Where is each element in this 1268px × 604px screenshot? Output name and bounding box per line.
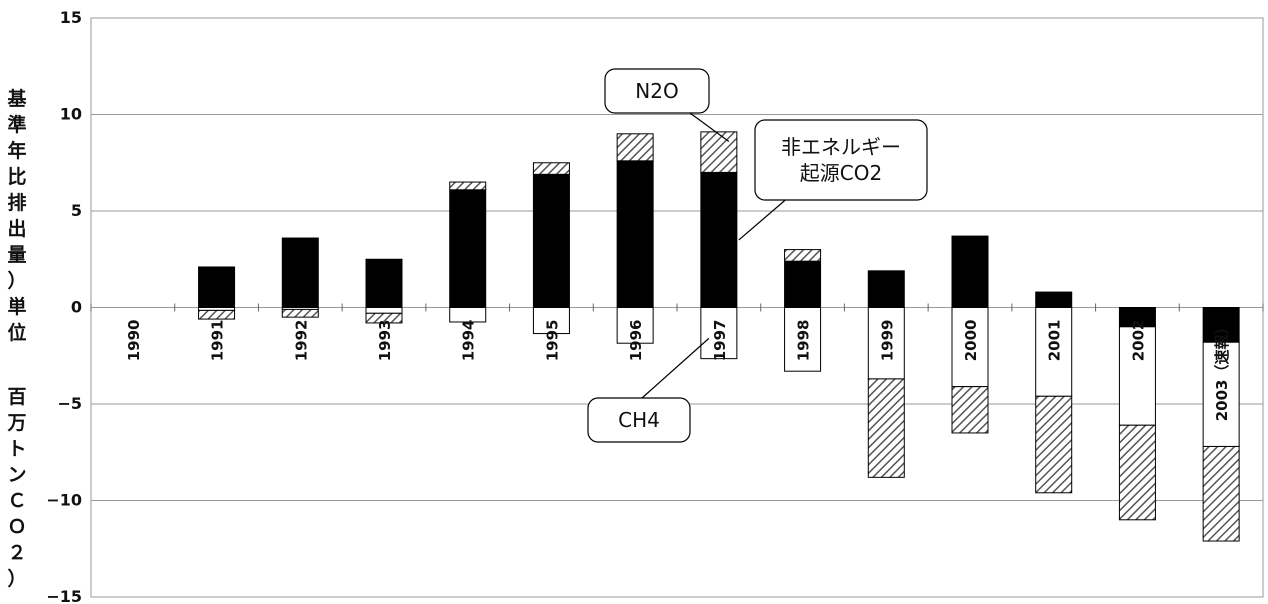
callout-label: N2O <box>635 79 678 103</box>
x-tick-label: 2002 <box>1129 320 1147 362</box>
bar-segment-1997 <box>700 307 738 360</box>
bar-segment-1999 <box>867 378 905 478</box>
callout-pointer <box>641 337 710 399</box>
y-tick-label: −15 <box>46 587 82 604</box>
bar-segment-1995 <box>532 173 570 308</box>
x-tick-label: 1998 <box>795 320 813 362</box>
bar-segment-1992 <box>281 237 319 309</box>
callout-pointer <box>689 112 730 143</box>
y-axis-label-part2: 百万トン Ｃ Ｏ ２） <box>7 386 27 590</box>
bar-segment-1991 <box>198 266 236 308</box>
bar-segment-1997 <box>700 131 738 173</box>
bar-segment-1997 <box>700 171 738 308</box>
y-tick-label: 5 <box>71 201 82 220</box>
y-tick-label: 10 <box>60 105 82 124</box>
bar-segment-2000 <box>951 235 989 308</box>
bar-segment-1995 <box>532 162 570 175</box>
bar-segment-1998 <box>784 249 822 262</box>
x-tick-label: 2001 <box>1046 320 1064 362</box>
bar-segment-1991 <box>198 309 236 320</box>
bar-segment-1994 <box>449 307 487 323</box>
y-tick-label: −5 <box>57 394 82 413</box>
bar-segment-1996 <box>616 307 654 344</box>
x-tick-label: 1993 <box>376 320 394 362</box>
callout-pointer <box>738 195 791 241</box>
x-tick-label: 1994 <box>460 320 478 362</box>
bar-segment-1999 <box>867 270 905 308</box>
bar-segment-2001 <box>1035 395 1073 494</box>
x-tick-label: 2000 <box>962 320 980 362</box>
bar-segment-2001 <box>1035 307 1073 397</box>
x-tick-label: 1996 <box>627 320 645 362</box>
y-tick-labels: 15 10 5 0 −5 −10 −15 <box>46 8 82 604</box>
bar-segment-1993 <box>365 312 403 324</box>
bar-segment-2000 <box>951 386 989 434</box>
bar-segment-1996 <box>616 133 654 162</box>
callout-box <box>754 119 928 201</box>
callouts: N2O 非エネルギー起源CO2 CH4 <box>587 68 928 443</box>
bar-segment-2001 <box>1035 291 1073 308</box>
x-tick-label: 1992 <box>292 320 310 362</box>
y-tick-label: −10 <box>46 491 82 510</box>
bar-segment-1994 <box>449 189 487 309</box>
x-tick-label: 1991 <box>209 320 227 362</box>
x-tick-label: 1990 <box>125 320 143 362</box>
bar-segment-2000 <box>951 307 989 388</box>
callout-box <box>587 397 691 443</box>
bars <box>198 131 1240 542</box>
bar-segment-1995 <box>532 307 570 335</box>
y-axis-label-part1: 基準年比排出量）単位 <box>7 88 27 344</box>
x-tick-label: 1997 <box>711 320 729 362</box>
x-tick-label: 1999 <box>878 320 896 362</box>
x-tick-label: 1995 <box>543 320 561 362</box>
bar-segment-2003 <box>1202 445 1240 542</box>
x-tick-label: 2003（速報） <box>1213 320 1231 422</box>
bar-segment-1993 <box>365 258 403 308</box>
bar-segment-1996 <box>616 160 654 308</box>
callout-box <box>604 68 710 114</box>
bar-segment-1998 <box>784 307 822 372</box>
bar-segment-1999 <box>867 307 905 380</box>
bar-segment-1998 <box>784 260 822 308</box>
y-tick-label: 15 <box>60 8 82 27</box>
y-tick-label: 0 <box>71 298 82 317</box>
x-tick-labels: 1990 1991 1992 1993 1994 1995 1996 1997 1998 1999… <box>125 320 1231 422</box>
callout-label: CH4 <box>618 408 660 432</box>
callout-label: 非エネルギー起源CO2 <box>781 135 901 185</box>
bar-segment-1993 <box>365 307 403 314</box>
bar-segment-2002 <box>1118 424 1156 521</box>
bar-segment-1994 <box>449 181 487 191</box>
bar-segment-1992 <box>281 308 319 318</box>
